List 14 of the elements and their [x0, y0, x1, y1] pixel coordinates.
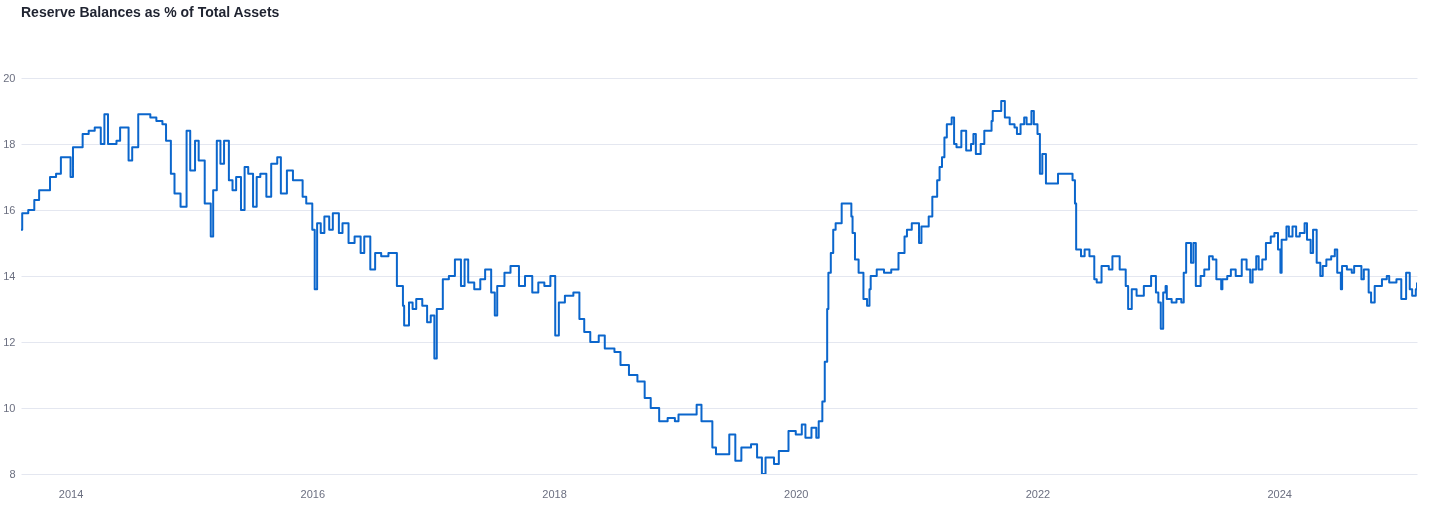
y-tick-label: 14	[3, 269, 16, 282]
x-tick-label: 2024	[1267, 487, 1292, 500]
y-tick-label: 12	[3, 335, 16, 348]
x-tick-label: 2016	[300, 487, 326, 500]
chart-title: Reserve Balances as % of Total Assets	[21, 4, 280, 20]
y-tick-label: 8	[9, 467, 16, 480]
y-tick-label: 16	[3, 203, 16, 216]
y-tick-label: 10	[3, 401, 16, 414]
x-tick-label: 2014	[58, 487, 84, 500]
x-tick-label: 2018	[542, 487, 567, 500]
x-tick-label: 2022	[1025, 487, 1051, 500]
x-tick-label: 2020	[784, 487, 809, 500]
y-tick-label: 20	[3, 71, 16, 84]
y-tick-label: 18	[3, 137, 16, 150]
